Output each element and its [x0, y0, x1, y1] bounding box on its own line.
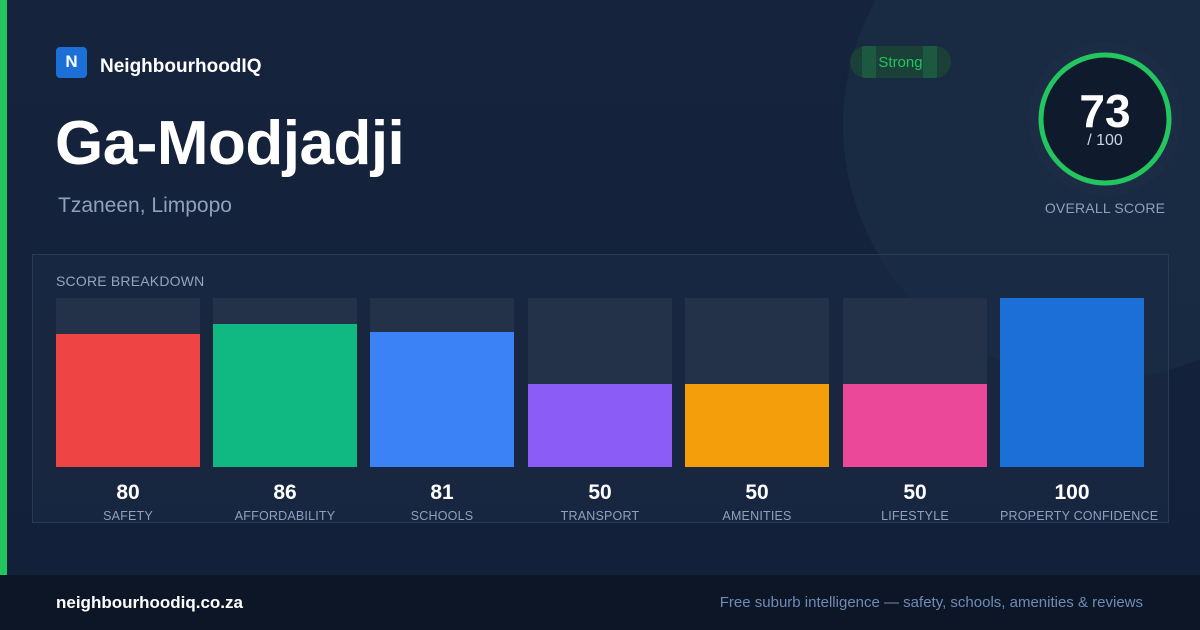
bar-fill — [685, 384, 829, 467]
overall-score-max: / 100 — [1087, 132, 1123, 149]
bar-schools: 81 SCHOOLS — [370, 298, 514, 523]
overall-score-value: 73 — [1079, 85, 1131, 137]
bar-value: 80 — [116, 481, 140, 504]
suburb-title: Ga-Modjadji — [55, 109, 405, 178]
brand[interactable]: N NeighbourhoodIQ — [56, 46, 261, 78]
bar-value: 50 — [745, 481, 769, 504]
bar-transport: 50 TRANSPORT — [528, 298, 672, 523]
score-ring-icon — [1028, 42, 1182, 196]
footer: neighbourhoodiq.co.za Free suburb intell… — [0, 575, 1200, 630]
overall-score-label: OVERALL SCORE — [1044, 200, 1166, 216]
bar-fill — [528, 384, 672, 467]
rating-badge-label: Strong — [878, 53, 923, 71]
bar-track — [1000, 298, 1144, 467]
bar-property-confidence: 100 PROPERTY CONFIDENCE — [1000, 298, 1159, 523]
bar-label: LIFESTYLE — [881, 509, 949, 523]
bar-value: 81 — [430, 481, 454, 504]
bar-fill — [370, 332, 514, 467]
bar-value: 86 — [273, 481, 297, 504]
bar-value: 50 — [588, 481, 612, 504]
bar-track — [213, 298, 357, 467]
bar-label: AMENITIES — [722, 509, 792, 523]
score-ring-progress — [1038, 52, 1172, 186]
bar-track — [843, 298, 987, 467]
bar-affordability: 86 AFFORDABILITY — [213, 298, 357, 523]
brand-logo-icon: N — [56, 46, 87, 78]
bar-label: TRANSPORT — [560, 509, 640, 523]
bar-value: 100 — [1054, 481, 1090, 504]
bar-label: SCHOOLS — [410, 509, 474, 523]
bar-fill — [56, 334, 200, 467]
bar-amenities: 50 AMENITIES — [685, 298, 829, 523]
bar-safety: 80 SAFETY — [56, 298, 200, 523]
footer-tagline: Free suburb intelligence — safety, schoo… — [719, 594, 1143, 611]
brand-name: NeighbourhoodIQ — [100, 56, 262, 77]
bar-track — [685, 298, 829, 467]
bar-value: 50 — [903, 481, 927, 504]
bar-track — [528, 298, 672, 467]
bar-label: PROPERTY CONFIDENCE — [1000, 509, 1159, 523]
bar-fill — [843, 384, 987, 467]
bar-label: AFFORDABILITY — [234, 509, 336, 523]
bar-fill — [213, 324, 357, 467]
bar-label: SAFETY — [103, 509, 153, 523]
accent-bar — [0, 0, 7, 575]
bar-lifestyle: 50 LIFESTYLE — [843, 298, 987, 523]
bar-fill — [1000, 298, 1144, 467]
breakdown-title: SCORE BREAKDOWN — [56, 273, 205, 289]
breakdown-bars: 80 SAFETY 86 AFFORDABILITY 81 SCHOOLS 50 TRANSP… — [33, 255, 1170, 524]
footer-url-link[interactable]: neighbourhoodiq.co.za — [56, 593, 243, 612]
score-breakdown-panel: SCORE BREAKDOWN 80 SAFETY 86 AFFORDABILITY 8… — [32, 254, 1169, 523]
bar-track — [56, 298, 200, 467]
overall-score-ring: 73 / 100 — [1028, 42, 1182, 196]
suburb-location: Tzaneen, Limpopo — [58, 194, 232, 217]
bar-track — [370, 298, 514, 467]
rating-badge: Strong — [850, 46, 951, 78]
